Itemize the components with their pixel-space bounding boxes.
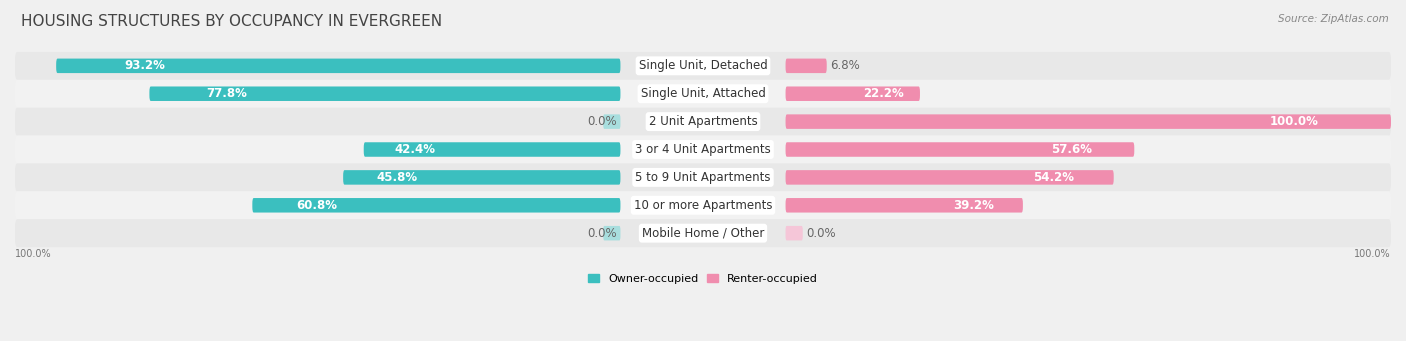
FancyBboxPatch shape <box>149 87 620 101</box>
Text: 54.2%: 54.2% <box>1033 171 1074 184</box>
FancyBboxPatch shape <box>603 114 620 129</box>
Text: 42.4%: 42.4% <box>395 143 436 156</box>
FancyBboxPatch shape <box>786 170 1114 185</box>
Text: 10 or more Apartments: 10 or more Apartments <box>634 199 772 212</box>
FancyBboxPatch shape <box>252 198 620 212</box>
FancyBboxPatch shape <box>15 108 1391 136</box>
FancyBboxPatch shape <box>603 226 620 240</box>
FancyBboxPatch shape <box>15 163 1391 191</box>
FancyBboxPatch shape <box>15 136 1391 163</box>
Text: 0.0%: 0.0% <box>588 227 617 240</box>
FancyBboxPatch shape <box>786 59 827 73</box>
Text: Mobile Home / Other: Mobile Home / Other <box>641 227 765 240</box>
FancyBboxPatch shape <box>786 226 803 240</box>
Text: 100.0%: 100.0% <box>1354 249 1391 260</box>
Text: 93.2%: 93.2% <box>124 59 165 72</box>
Text: 0.0%: 0.0% <box>588 115 617 128</box>
Text: Single Unit, Attached: Single Unit, Attached <box>641 87 765 100</box>
FancyBboxPatch shape <box>15 219 1391 247</box>
Text: 3 or 4 Unit Apartments: 3 or 4 Unit Apartments <box>636 143 770 156</box>
Text: 100.0%: 100.0% <box>1270 115 1319 128</box>
Text: 45.8%: 45.8% <box>377 171 418 184</box>
FancyBboxPatch shape <box>15 80 1391 108</box>
FancyBboxPatch shape <box>786 114 1391 129</box>
FancyBboxPatch shape <box>15 191 1391 219</box>
Text: Source: ZipAtlas.com: Source: ZipAtlas.com <box>1278 14 1389 24</box>
Text: 0.0%: 0.0% <box>806 227 835 240</box>
Text: 6.8%: 6.8% <box>830 59 860 72</box>
Text: HOUSING STRUCTURES BY OCCUPANCY IN EVERGREEN: HOUSING STRUCTURES BY OCCUPANCY IN EVERG… <box>21 14 443 29</box>
FancyBboxPatch shape <box>364 142 620 157</box>
Text: 100.0%: 100.0% <box>15 249 52 260</box>
Text: 2 Unit Apartments: 2 Unit Apartments <box>648 115 758 128</box>
Text: 60.8%: 60.8% <box>297 199 337 212</box>
FancyBboxPatch shape <box>56 59 620 73</box>
Text: 57.6%: 57.6% <box>1052 143 1092 156</box>
Legend: Owner-occupied, Renter-occupied: Owner-occupied, Renter-occupied <box>583 269 823 288</box>
Text: 22.2%: 22.2% <box>863 87 904 100</box>
FancyBboxPatch shape <box>343 170 620 185</box>
Text: 5 to 9 Unit Apartments: 5 to 9 Unit Apartments <box>636 171 770 184</box>
FancyBboxPatch shape <box>786 142 1135 157</box>
Text: 39.2%: 39.2% <box>953 199 994 212</box>
FancyBboxPatch shape <box>786 87 920 101</box>
Text: 77.8%: 77.8% <box>205 87 247 100</box>
Text: Single Unit, Detached: Single Unit, Detached <box>638 59 768 72</box>
FancyBboxPatch shape <box>786 198 1024 212</box>
FancyBboxPatch shape <box>15 52 1391 80</box>
